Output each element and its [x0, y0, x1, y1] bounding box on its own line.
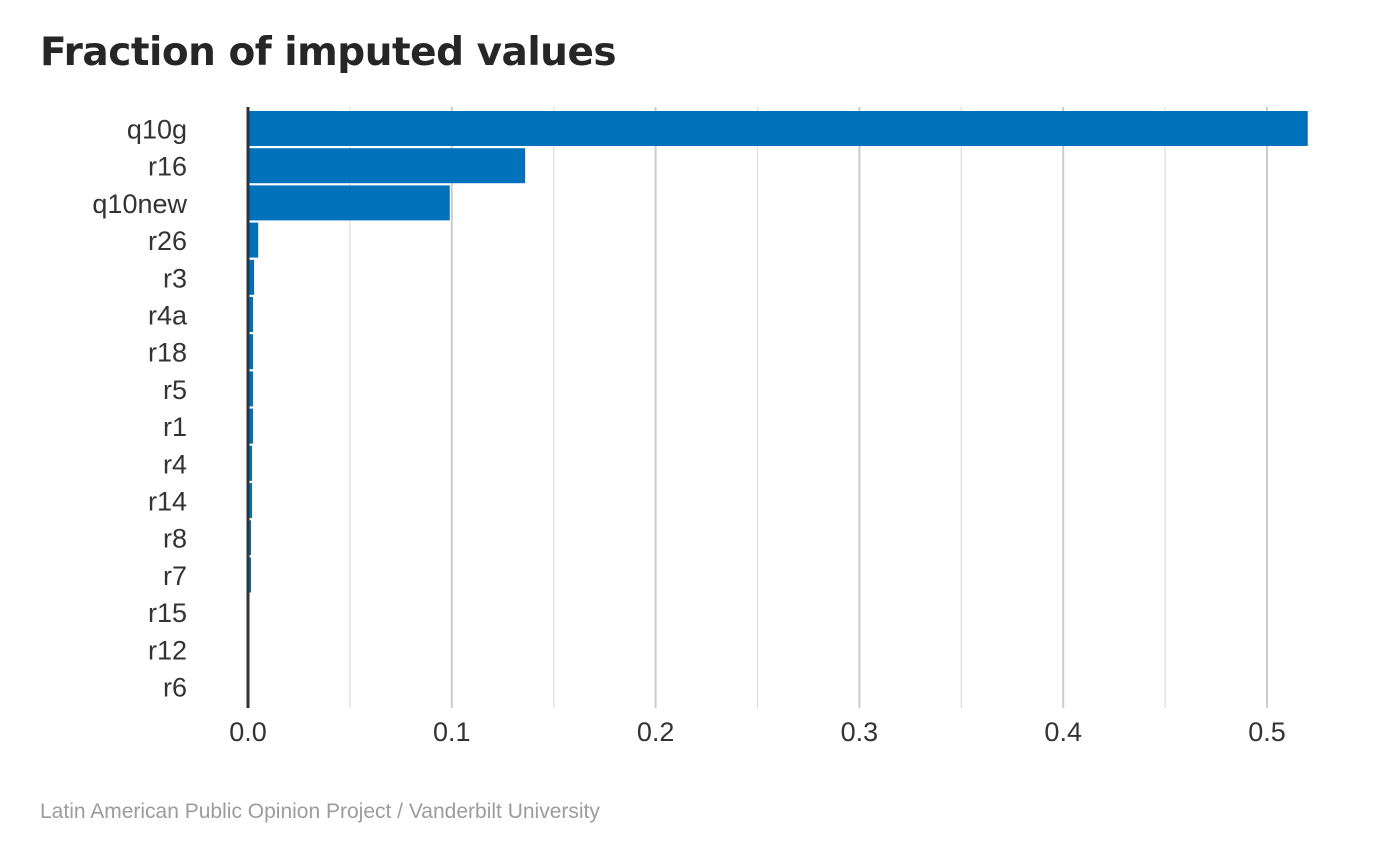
bar-r26	[248, 222, 259, 258]
source-caption: Latin American Public Opinion Project / …	[40, 800, 600, 823]
grid-layer	[247, 107, 1268, 708]
category-label-r18: r18	[148, 338, 187, 368]
x-tick-label: 0.5	[1248, 717, 1286, 747]
category-label-r5: r5	[163, 375, 187, 405]
bar-q10new	[248, 185, 450, 221]
bar-r3	[248, 259, 255, 295]
category-label-r7: r7	[163, 561, 187, 591]
category-label-r3: r3	[163, 263, 187, 293]
category-label-r8: r8	[163, 524, 187, 554]
x-tick-labels: 0.0 0.1 0.2 0.3 0.4 0.5	[229, 717, 1286, 747]
category-label-r26: r26	[148, 226, 187, 256]
bar-layer	[248, 111, 1308, 704]
category-label-r15: r15	[148, 598, 187, 628]
bar-r14	[248, 483, 253, 518]
bar-r4	[248, 445, 253, 481]
x-tick-label: 0.1	[433, 717, 471, 747]
category-label-r4a: r4a	[148, 301, 188, 331]
bar-q10g	[248, 111, 1308, 146]
bar-r5	[248, 371, 254, 407]
bar-r1	[248, 408, 254, 444]
category-label-r12: r12	[148, 635, 187, 665]
category-label-r14: r14	[148, 487, 187, 517]
x-tick-label: 0.4	[1044, 717, 1082, 747]
x-tick-label: 0.2	[637, 717, 675, 747]
category-label-q10g: q10g	[127, 115, 187, 145]
category-label-q10new: q10new	[92, 189, 187, 219]
category-label-r16: r16	[148, 152, 187, 182]
category-label-r4: r4	[163, 449, 187, 479]
category-label-r1: r1	[163, 412, 187, 442]
category-labels: q10g r16 q10new r26 r3 r4a r18 r5 r1 r4 r14 r8 r7 r15…	[92, 115, 188, 703]
x-tick-label: 0.3	[841, 717, 879, 747]
bar-r4a	[248, 297, 254, 332]
bar-r16	[248, 148, 526, 184]
category-label-r6: r6	[163, 673, 187, 703]
bar-r8	[248, 520, 252, 556]
x-tick-label: 0.0	[229, 717, 267, 747]
bar-r7	[248, 557, 252, 593]
bar-r18	[248, 334, 254, 370]
chart-title: Fraction of imputed values	[40, 30, 617, 75]
